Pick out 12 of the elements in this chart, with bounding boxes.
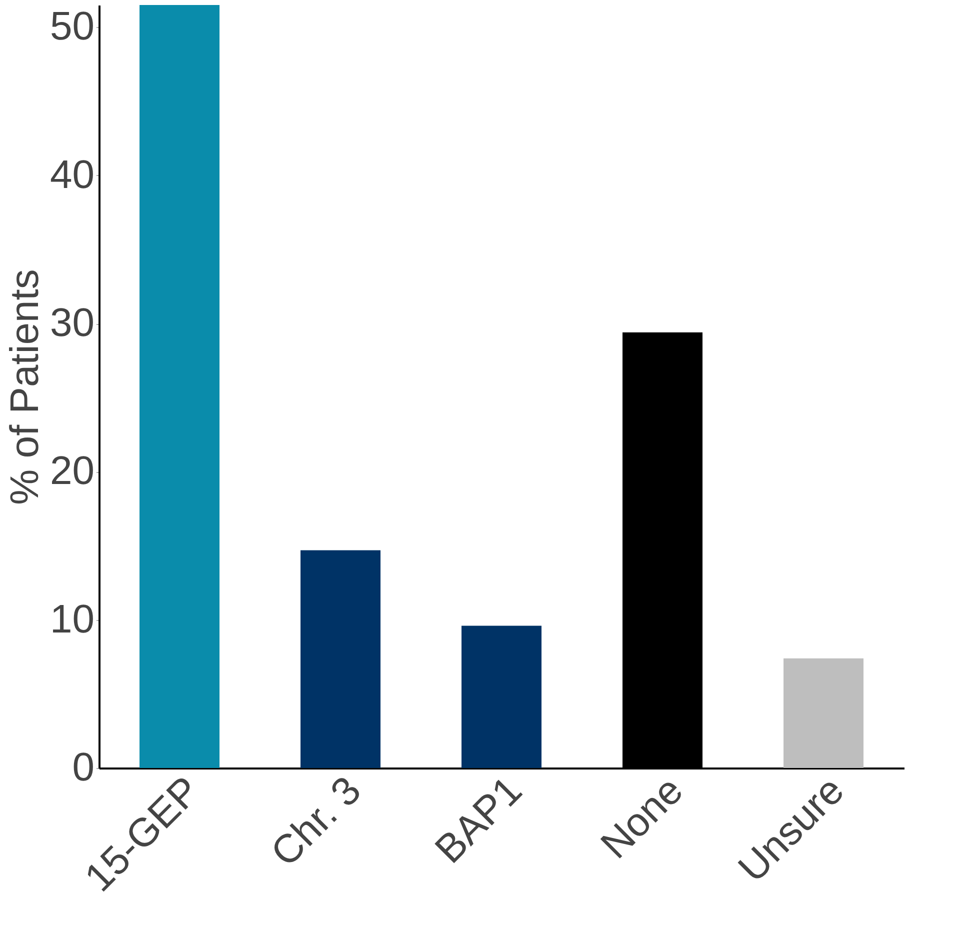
bar	[300, 550, 380, 768]
bar	[140, 5, 220, 768]
y-axis-title: % of Patients	[3, 269, 48, 505]
y-tick-label: 40	[50, 152, 94, 197]
bar	[462, 626, 542, 768]
y-tick-label: 0	[72, 746, 94, 790]
y-tick-label: 50	[50, 4, 94, 49]
y-tick-label: 10	[50, 597, 94, 642]
x-tick-label: Chr. 3	[262, 768, 370, 875]
y-tick-label: 30	[50, 301, 94, 346]
y-tick-label: 20	[50, 449, 94, 494]
bar	[784, 658, 864, 768]
